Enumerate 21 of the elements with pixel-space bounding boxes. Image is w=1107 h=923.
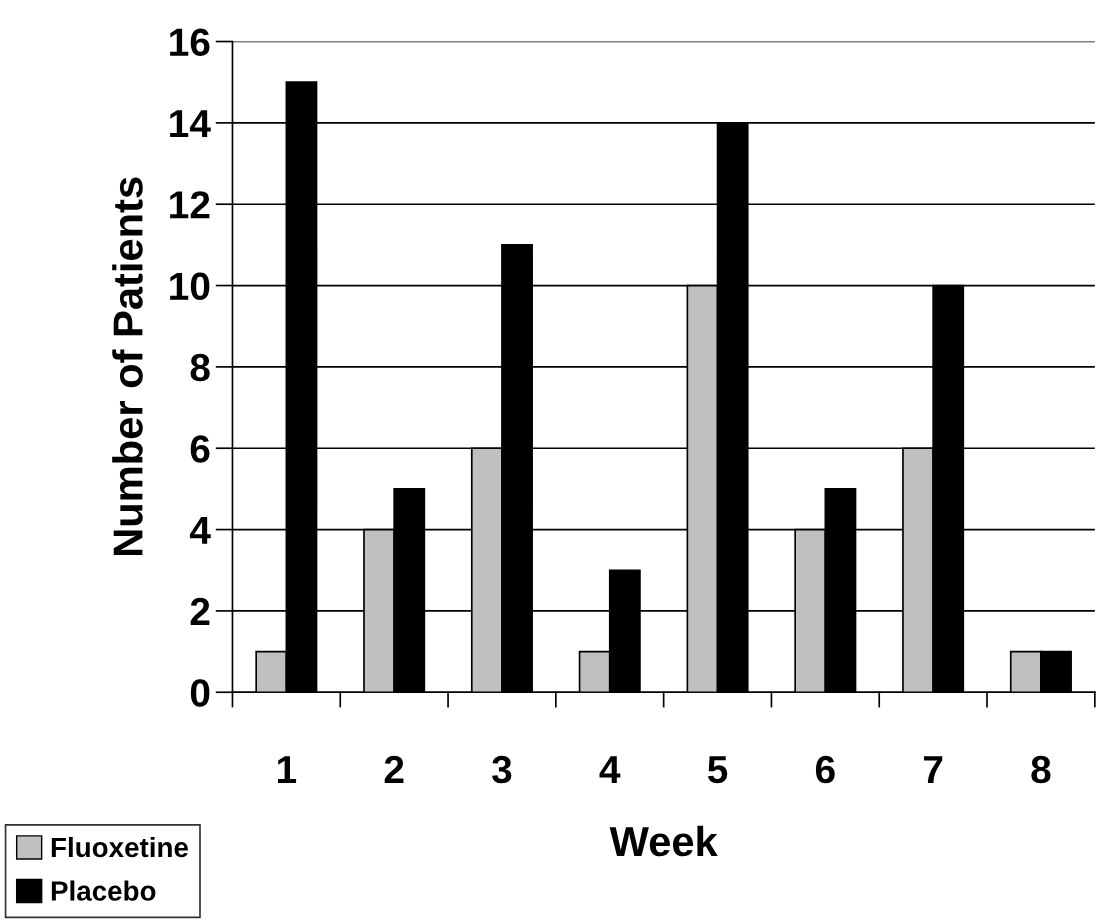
y-tick-label: 8 [190,353,210,382]
x-tick-label: 3 [492,755,512,784]
y-tick-label: 0 [190,679,210,707]
legend-label: Fluoxetine [51,836,188,858]
x-axis-title: Week [609,825,718,857]
x-tick-label: 6 [815,755,835,784]
y-axis-title: Number of Patients [112,177,143,556]
x-tick-label: 8 [1031,755,1051,784]
y-tick-label: 2 [190,597,210,625]
x-tick-label: 4 [599,756,621,783]
x-tick-label: 1 [278,756,297,783]
y-tick-label: 6 [190,435,210,463]
y-tick-label: 14 [170,110,211,137]
y-tick-label: 16 [170,28,210,57]
legend-label: Placebo [51,880,156,901]
x-tick-label: 5 [707,756,728,784]
y-tick-label: 12 [170,191,210,219]
x-tick-label: 7 [923,756,943,783]
y-tick-label: 10 [170,272,210,301]
y-tick-label: 4 [189,516,211,544]
x-tick-label: 2 [384,755,404,783]
